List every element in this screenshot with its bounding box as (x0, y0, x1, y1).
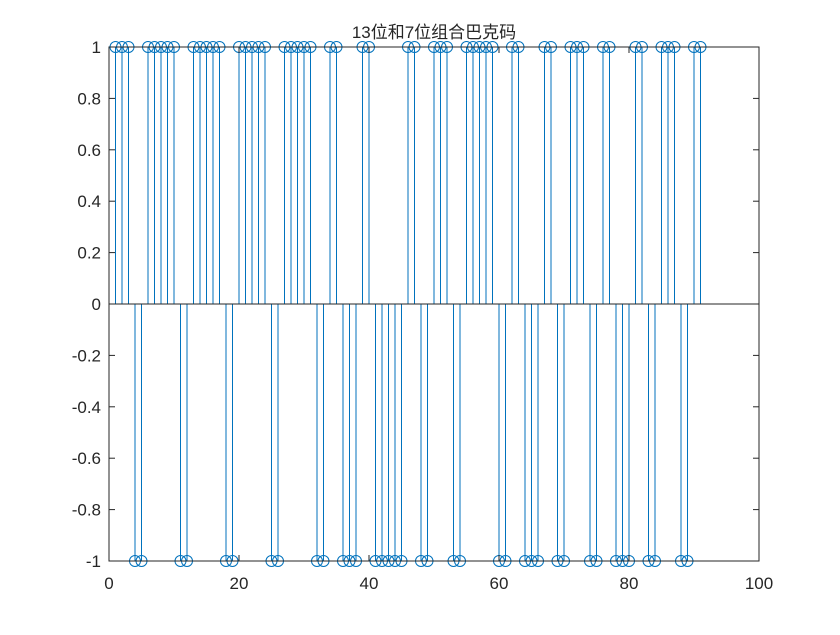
x-tick-label: 80 (620, 574, 639, 593)
y-tick-label: -0.6 (72, 449, 101, 468)
x-axis-ticks: 0 20 40 60 80 100 (104, 47, 773, 593)
x-tick-label: 100 (745, 574, 773, 593)
y-tick-label: -0.8 (72, 501, 101, 520)
x-tick-label: 20 (230, 574, 249, 593)
y-tick-label: -1 (86, 552, 101, 571)
stem-lines (115, 47, 701, 561)
y-tick-label: -0.2 (72, 346, 101, 365)
x-tick-label: 40 (360, 574, 379, 593)
y-tick-label: 0.4 (77, 192, 101, 211)
y-axis-ticks: 1 0.8 0.6 0.4 0.2 0 -0.2 -0.4 -0.6 -0.8 -1 (72, 38, 759, 571)
chart-title: 13位和7位组合巴克码 (352, 23, 516, 42)
y-tick-label: 1 (92, 38, 101, 57)
x-tick-label: 60 (490, 574, 509, 593)
x-tick-label: 0 (104, 574, 113, 593)
y-tick-label: 0 (92, 295, 101, 314)
y-tick-label: -0.4 (72, 398, 101, 417)
y-tick-label: 0.8 (77, 89, 101, 108)
y-tick-label: 0.6 (77, 141, 101, 160)
y-tick-label: 0.2 (77, 244, 101, 263)
